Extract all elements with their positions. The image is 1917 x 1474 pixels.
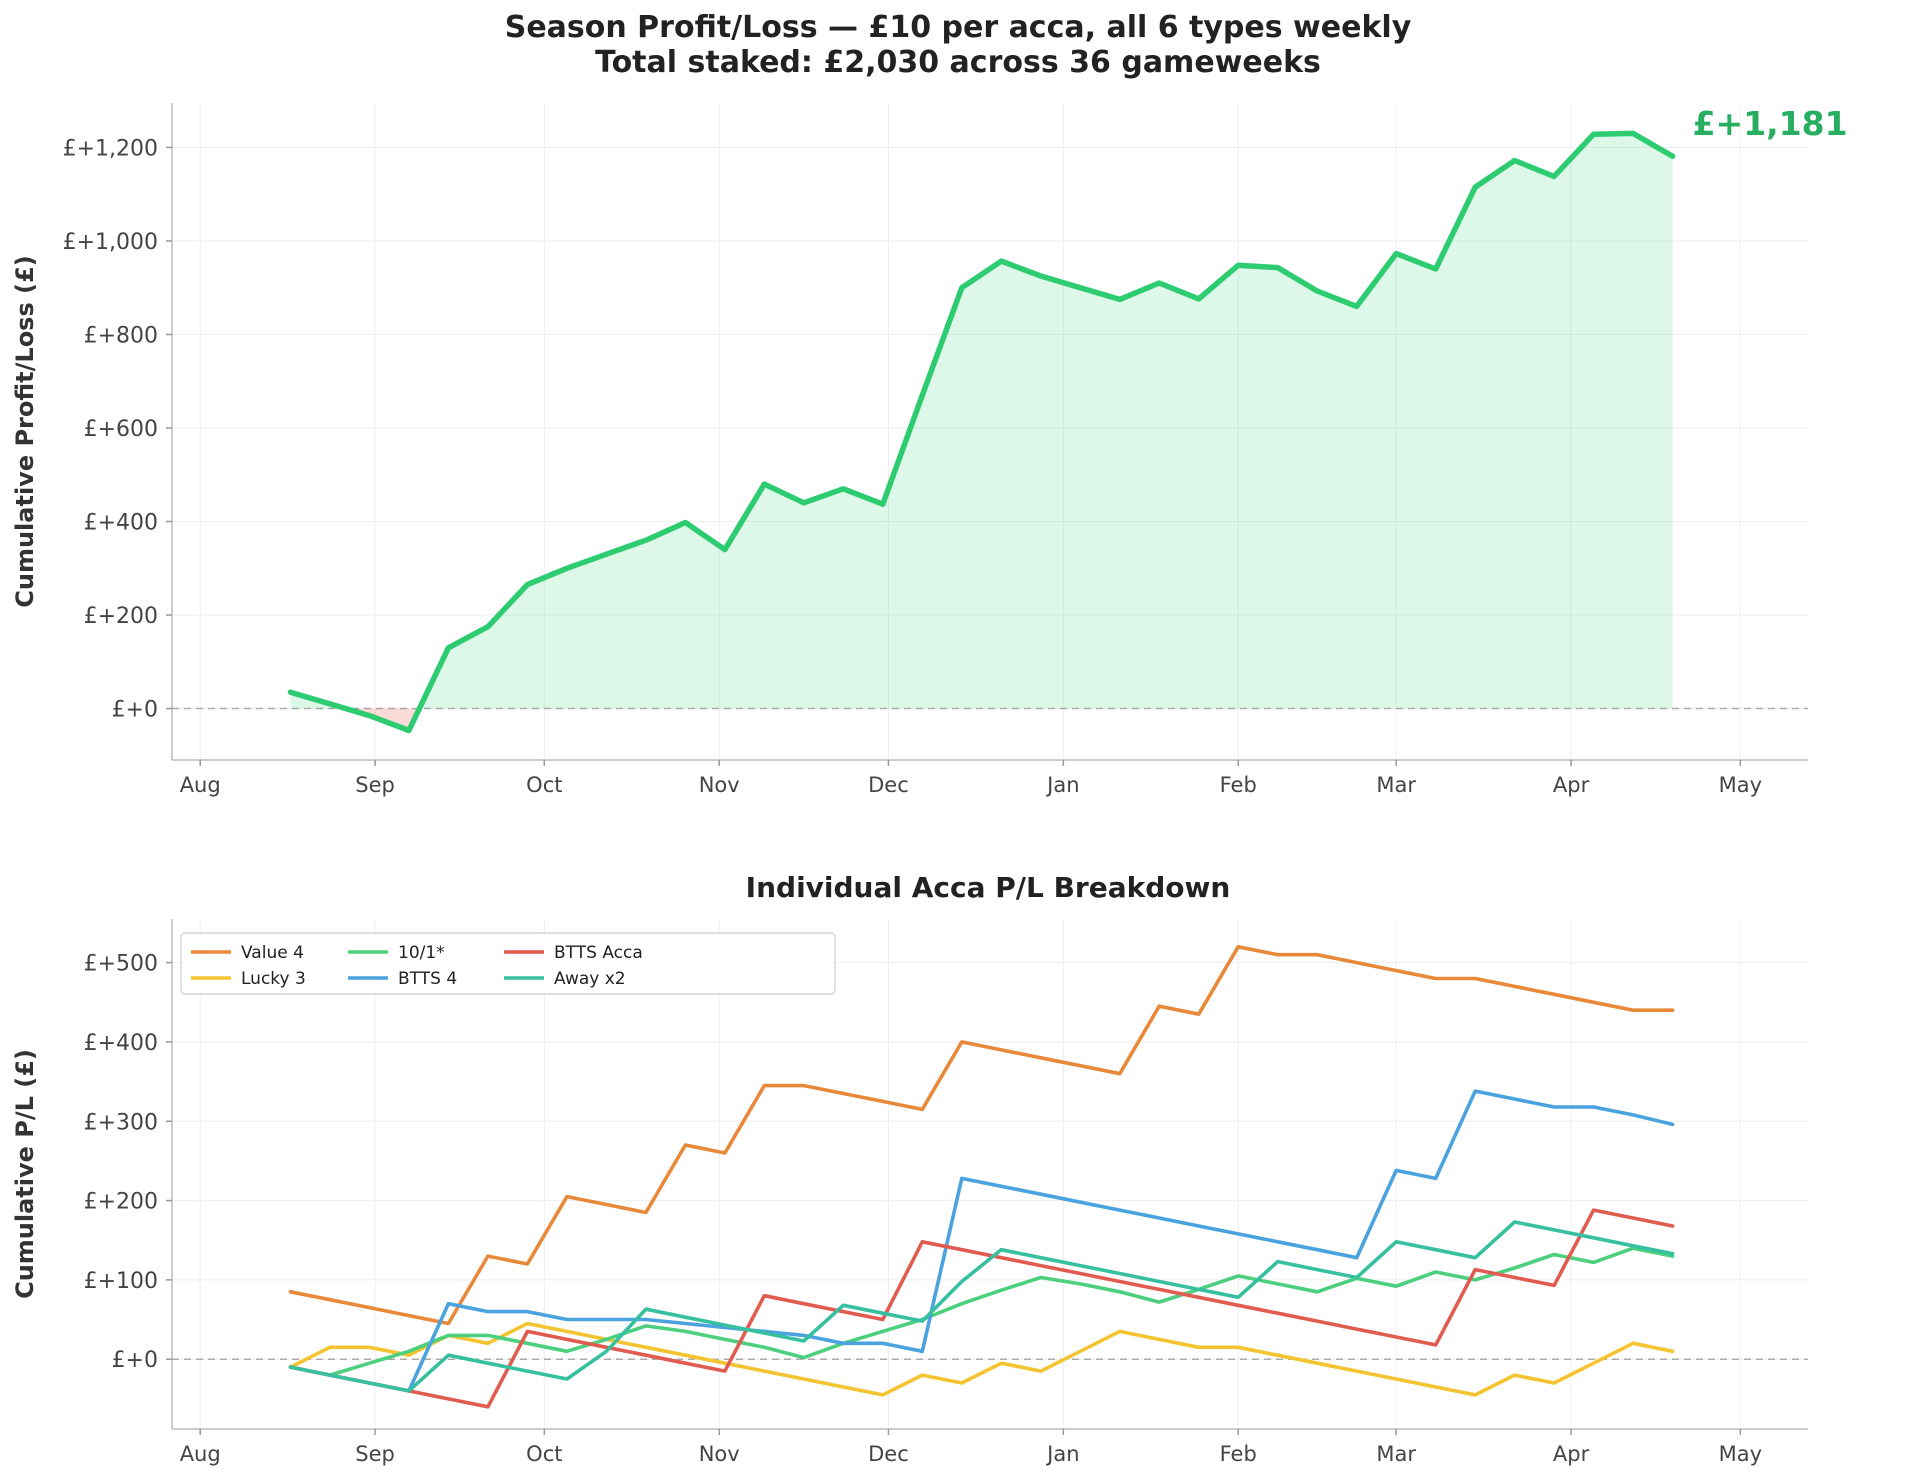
- top-xtick-nov: Nov: [699, 773, 740, 797]
- legend: Value 4 Lucky 3 10/1* BTTS 4 BTTS Acca Away x…: [180, 932, 836, 995]
- top-xtick-mar: Mar: [1376, 773, 1416, 797]
- legend-label-lucky-3: Lucky 3: [241, 969, 306, 989]
- top-xtick-jan: Jan: [1045, 773, 1079, 797]
- top-ytick-0: £+0: [112, 698, 158, 723]
- bottom-ytick-400: £+400: [84, 1031, 158, 1056]
- top-ytick-1-200: £+1,200: [63, 136, 158, 161]
- bottom-ytick-0: £+0: [112, 1348, 158, 1373]
- legend-label-btts-4: BTTS 4: [398, 969, 457, 989]
- profit-area-fill: [419, 133, 1673, 709]
- bottom-xtick-may: May: [1719, 1442, 1762, 1466]
- bottom-ytick-200: £+200: [84, 1190, 158, 1215]
- series-line-value-4: [288, 944, 1675, 1326]
- top-xtick-aug: Aug: [180, 773, 221, 797]
- bottom-xtick-apr: Apr: [1553, 1442, 1590, 1466]
- legend-label-10-1: 10/1*: [398, 943, 445, 963]
- top-xtick-may: May: [1719, 773, 1762, 797]
- bottom-xtick-jan: Jan: [1045, 1442, 1079, 1466]
- top-ytick-800: £+800: [84, 323, 158, 348]
- bottom-xtick-feb: Feb: [1220, 1442, 1257, 1466]
- top-ytick-200: £+200: [84, 604, 158, 629]
- top-xtick-sep: Sep: [355, 773, 395, 797]
- bottom-xtick-dec: Dec: [868, 1442, 909, 1466]
- top-ytick-1-000: £+1,000: [63, 230, 158, 255]
- top-xtick-oct: Oct: [526, 773, 562, 797]
- legend-label-btts-acca: BTTS Acca: [554, 943, 643, 963]
- bottom-y-axis-label: Cumulative P/L (£): [11, 1049, 39, 1299]
- series-line-lucky-3: [288, 1321, 1675, 1397]
- top-ytick-400: £+400: [84, 511, 158, 536]
- bottom-xtick-aug: Aug: [180, 1442, 221, 1466]
- legend-label-value-4: Value 4: [241, 943, 304, 963]
- legend-box: [180, 932, 836, 995]
- bottom-xtick-mar: Mar: [1376, 1442, 1416, 1466]
- figure-title-line2: Total staked: £2,030 across 36 gameweeks: [595, 45, 1321, 80]
- top-ytick-600: £+600: [84, 417, 158, 442]
- bottom-ytick-500: £+500: [84, 952, 158, 977]
- cumulative-profit-panel: Aug Sep Oct Nov Dec Jan Feb Mar Apr May £+0 £+200 £+…: [11, 103, 1848, 797]
- top-xtick-apr: Apr: [1553, 773, 1590, 797]
- figure-title-line1: Season Profit/Loss — £10 per acca, all 6…: [505, 10, 1412, 45]
- series-line-btts-4: [288, 1089, 1675, 1393]
- top-y-axis-label: Cumulative Profit/Loss (£): [11, 255, 39, 607]
- legend-label-away-x2: Away x2: [554, 969, 626, 989]
- top-xtick-dec: Dec: [868, 773, 909, 797]
- bottom-xtick-sep: Sep: [355, 1442, 395, 1466]
- series-line-away-x2: [288, 1220, 1675, 1393]
- series-line-btts-acca: [288, 1208, 1675, 1409]
- top-xtick-feb: Feb: [1220, 773, 1257, 797]
- final-total-label: £+1,181: [1693, 104, 1848, 143]
- bottom-ytick-100: £+100: [84, 1269, 158, 1294]
- bottom-xtick-nov: Nov: [699, 1442, 740, 1466]
- bottom-ytick-300: £+300: [84, 1110, 158, 1135]
- individual-acca-panel: Aug Sep Oct Nov Dec Jan Feb Mar Apr May £+0 £+100 £+…: [11, 919, 1808, 1466]
- breakdown-title: Individual Acca P/L Breakdown: [746, 871, 1231, 904]
- bottom-xtick-oct: Oct: [526, 1442, 562, 1466]
- cumulative-profit-line: [287, 130, 1676, 734]
